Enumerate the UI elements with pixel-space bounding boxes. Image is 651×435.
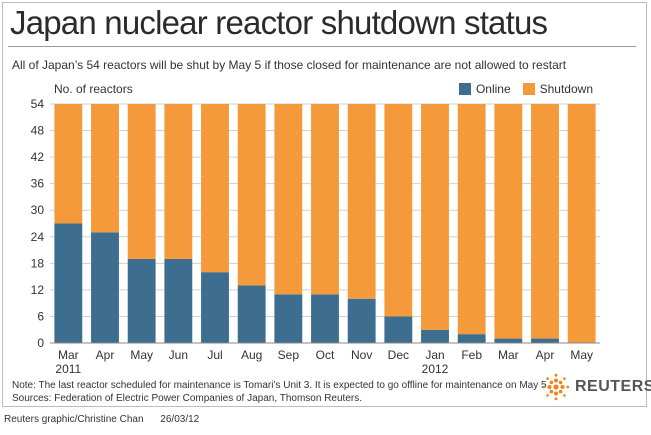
- x-tick-label: May: [130, 348, 153, 362]
- bar-online: [274, 294, 303, 343]
- bar-online: [201, 272, 229, 343]
- title-divider: [8, 46, 636, 47]
- legend: Online Shutdown: [458, 82, 593, 96]
- y-tick-label: 6: [37, 309, 44, 323]
- reuters-logo-text: REUTERS: [575, 378, 651, 395]
- credit-author: Reuters graphic/Christine Chan: [4, 414, 144, 425]
- x-tick-label: Apr: [96, 348, 115, 362]
- x-year-label: 2011: [55, 362, 81, 376]
- x-tick-label: Aug: [241, 348, 262, 362]
- x-tick-label: Nov: [351, 348, 372, 362]
- y-tick-label: 18: [31, 256, 45, 270]
- x-year-label: 2012: [422, 362, 449, 376]
- bar-online: [494, 338, 523, 343]
- bar-shutdown: [384, 104, 413, 317]
- credit-date: 26/03/12: [160, 414, 200, 425]
- legend-swatch-shutdown: [522, 83, 535, 95]
- footnote-sources: Sources: Federation of Electric Power Co…: [12, 393, 362, 404]
- y-tick-label: 48: [31, 124, 45, 138]
- bar-online: [531, 338, 559, 343]
- y-tick-label: 12: [31, 283, 45, 297]
- reuters-logo: REUTERS: [542, 373, 651, 401]
- bar-shutdown: [457, 104, 486, 335]
- bar-online: [127, 258, 156, 343]
- y-tick-label: 36: [31, 177, 45, 191]
- y-tick-label: 0: [37, 336, 44, 350]
- x-tick-label: Apr: [536, 348, 555, 362]
- bar-shutdown: [347, 104, 376, 299]
- bar-shutdown: [201, 104, 229, 273]
- x-tick-label: Mar: [498, 348, 519, 362]
- chart-title: Japan nuclear reactor shutdown status: [10, 4, 548, 41]
- bar-shutdown: [421, 104, 449, 330]
- reuters-dot-logo-icon: [542, 373, 570, 401]
- bar-shutdown: [91, 104, 119, 233]
- bar-online: [421, 329, 449, 343]
- legend-swatch-online: [458, 83, 471, 95]
- legend-label-online: Online: [475, 82, 511, 96]
- y-tick-label: 42: [31, 150, 45, 164]
- bar-shutdown: [311, 104, 339, 295]
- footnote-note: Note: The last reactor scheduled for mai…: [12, 380, 547, 391]
- bar-shutdown: [567, 104, 596, 343]
- bar-online: [457, 334, 486, 343]
- chart-subtitle: All of Japan’s 54 reactors will be shut …: [12, 58, 567, 72]
- bar-online: [347, 298, 376, 343]
- y-tick-label: 54: [31, 97, 45, 111]
- x-tick-label: Jul: [207, 348, 222, 362]
- bar-shutdown: [127, 104, 156, 259]
- y-tick-label: 24: [31, 230, 45, 244]
- bar-online: [91, 232, 119, 343]
- bar-shutdown: [494, 104, 523, 339]
- bar-online: [54, 223, 83, 343]
- bar-shutdown: [54, 104, 83, 224]
- x-tick-label: Jan: [425, 348, 444, 362]
- x-tick-label: May: [570, 348, 593, 362]
- bar-shutdown: [237, 104, 266, 286]
- x-tick-label: Jun: [169, 348, 188, 362]
- bar-shutdown: [531, 104, 559, 339]
- legend-label-shutdown: Shutdown: [539, 82, 593, 96]
- footnote: Note: The last reactor scheduled for mai…: [12, 379, 547, 405]
- bar-shutdown: [164, 104, 193, 259]
- bar-shutdown: [274, 104, 303, 295]
- bar-online: [311, 294, 339, 343]
- y-tick-label: 30: [31, 203, 45, 217]
- bar-online: [384, 316, 413, 343]
- x-tick-label: Mar: [58, 348, 79, 362]
- legend-item-online: Online: [458, 82, 511, 96]
- x-tick-label: Feb: [461, 348, 482, 362]
- credit-line: Reuters graphic/Christine Chan 26/03/12: [4, 414, 199, 425]
- bar-online: [237, 285, 266, 343]
- x-tick-label: Sep: [278, 348, 300, 362]
- bar-online: [164, 258, 193, 343]
- y-axis-label: No. of reactors: [54, 82, 133, 96]
- x-tick-label: Dec: [388, 348, 409, 362]
- x-tick-label: Oct: [316, 348, 335, 362]
- legend-item-shutdown: Shutdown: [522, 82, 593, 96]
